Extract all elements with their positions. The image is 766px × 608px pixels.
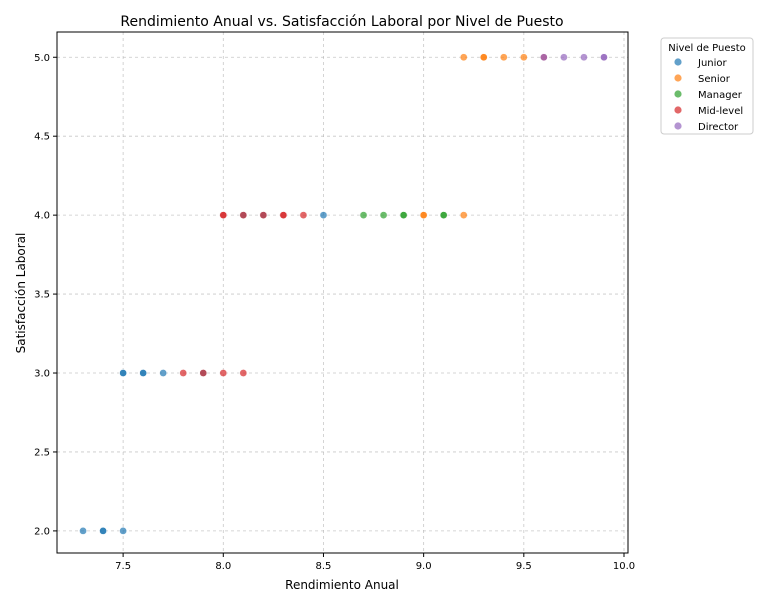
legend-label-manager: Manager	[698, 90, 743, 101]
y-tick-label: 2.0	[34, 526, 50, 537]
point-mid-level	[239, 369, 248, 377]
point-director	[560, 53, 568, 62]
legend-marker-manager	[674, 90, 682, 98]
legend-marker-junior	[674, 58, 682, 66]
grid-lines	[57, 32, 628, 553]
point-manager	[399, 211, 408, 219]
legend-label-director: Director	[698, 122, 739, 133]
point-director	[580, 53, 588, 62]
legend-box	[660, 37, 754, 135]
x-axis-label: Rendimiento Anual	[285, 578, 399, 592]
point-manager	[439, 211, 448, 219]
axis-ticks: 7.5 8.0 8.5 9.0 9.5 10.0 2.0 2.5 3.0 3.5 4.0 4.5 5.0	[34, 53, 635, 572]
x-tick-label: 8.5	[316, 561, 332, 572]
y-axis-label: Satisfacción Laboral	[14, 233, 28, 354]
x-tick-label: 7.5	[115, 561, 131, 572]
point-mid-level	[179, 369, 188, 377]
y-tick-label: 3.5	[34, 290, 50, 301]
legend-marker-mid-level	[674, 106, 682, 114]
legend-marker-senior	[674, 74, 682, 82]
point-director	[600, 53, 608, 62]
point-mid-level	[239, 211, 248, 219]
point-senior	[459, 53, 468, 62]
legend-marker-director	[674, 122, 682, 130]
point-mid-level	[279, 211, 288, 219]
y-tick-label: 4.5	[34, 132, 50, 143]
point-senior	[459, 211, 468, 219]
point-junior	[159, 369, 168, 377]
data-points	[79, 53, 608, 535]
point-senior	[419, 211, 428, 219]
legend-label-junior: Junior	[697, 58, 728, 69]
x-tick-label: 8.0	[215, 561, 231, 572]
x-tick-label: 10.0	[613, 561, 635, 572]
point-junior	[139, 369, 148, 377]
chart-title: Rendimiento Anual vs. Satisfacción Labor…	[120, 14, 563, 30]
point-director	[540, 53, 548, 62]
y-tick-label: 4.0	[34, 211, 50, 222]
x-tick-label: 9.0	[416, 561, 432, 572]
plot-frame	[56, 31, 629, 554]
point-manager	[359, 211, 368, 219]
point-junior	[119, 369, 127, 377]
point-junior	[79, 527, 87, 535]
point-senior	[519, 53, 528, 62]
point-mid-level	[299, 211, 308, 219]
point-senior	[479, 53, 488, 62]
point-mid-level	[199, 369, 208, 377]
point-manager	[379, 211, 388, 219]
y-tick-label: 2.5	[34, 447, 50, 458]
point-mid-level	[259, 211, 268, 219]
legend-label-senior: Senior	[698, 74, 731, 85]
y-tick-label: 3.0	[34, 369, 50, 380]
legend-title: Nivel de Puesto	[668, 43, 746, 54]
legend: Nivel de Puesto Junior Senior Manager Mid-l…	[660, 37, 754, 135]
x-tick-label: 9.5	[516, 561, 532, 572]
point-junior	[319, 211, 328, 219]
point-junior	[119, 527, 127, 535]
point-senior	[499, 53, 508, 62]
y-tick-label: 5.0	[34, 53, 50, 64]
point-mid-level	[219, 369, 228, 377]
point-mid-level	[219, 211, 228, 219]
point-junior	[99, 527, 107, 535]
legend-label-mid-level: Mid-level	[698, 106, 743, 117]
